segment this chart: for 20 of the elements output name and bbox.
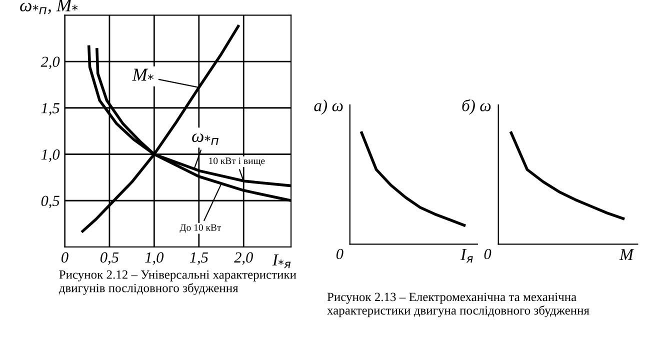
- annotation: До 10 кВт: [180, 224, 222, 233]
- y-tick-label: 1,0: [41, 149, 60, 162]
- y-axis-title: а) ω: [314, 100, 343, 115]
- y-tick-label: 2,0: [40, 56, 60, 70]
- text: Рисунок 2.12 – Універсальні характеристики двигунів послідовного збудження: [58, 270, 296, 295]
- text: Рисунок 2.13 – Електромеханічна та механічна характеристики двигуна послідовного збудження: [327, 292, 590, 318]
- annotation: M$_{*}$: [132, 68, 154, 81]
- x-tick-label: 0,5: [100, 252, 119, 265]
- y-tick-label: 1,5: [41, 103, 60, 116]
- annotation: 10 кВт і вище: [209, 158, 265, 166]
- x-tick-label: 2,0: [234, 252, 253, 265]
- y-axis-title: б) ω: [462, 99, 491, 115]
- x-tick-label: 1,5: [190, 252, 208, 265]
- x-axis-title: I$_{*я}$: [272, 254, 291, 268]
- y-tick-label: 0,5: [41, 196, 60, 208]
- x-tick-label: 1,0: [145, 252, 164, 265]
- x-axis-title: I$_{я}$: [460, 248, 473, 263]
- x-axis-title: M: [619, 249, 634, 260]
- annotation: ω$_{*п}$: [192, 133, 218, 145]
- x-tick-label: 0: [62, 252, 68, 263]
